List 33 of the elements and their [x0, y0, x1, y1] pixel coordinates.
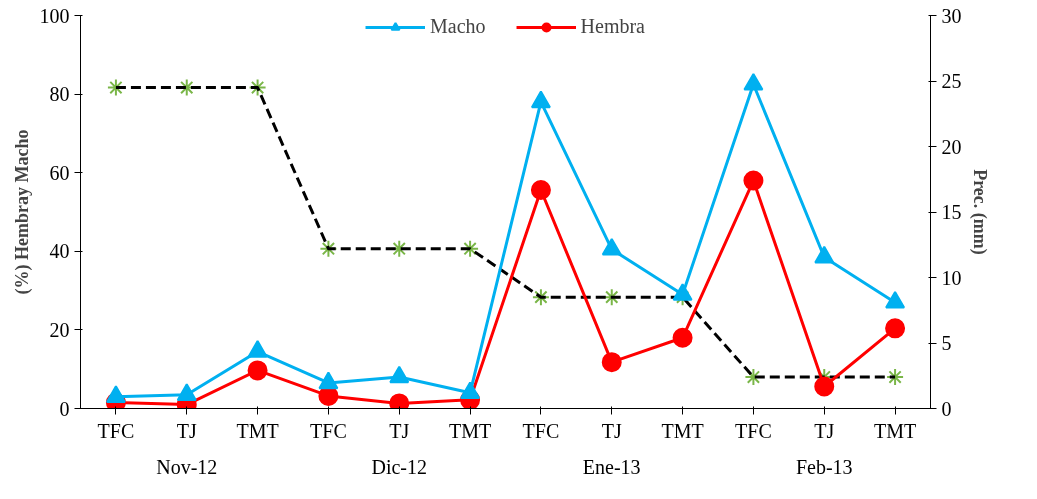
y-axis-title: (%) Hembray Macho	[11, 129, 33, 295]
y-tick-label: 80	[49, 83, 70, 106]
y2-tick-label: 25	[941, 70, 962, 92]
x-tick-label: TJ	[176, 419, 197, 442]
x-tick-label: TJ	[389, 419, 410, 442]
y2-tick-label: 30	[941, 4, 962, 27]
text: Dic-12	[371, 455, 428, 478]
x-tick-label: TMT	[873, 419, 917, 442]
y2-tick-label: 15	[941, 201, 962, 223]
y2-tick-label: 0	[941, 397, 952, 420]
x-tick-label: TMT	[661, 419, 704, 442]
y-tick-label: 40	[49, 240, 70, 263]
legend-label: Macho	[430, 15, 486, 38]
x-tick-label: TFC	[735, 419, 772, 442]
y-tick-label: 20	[49, 318, 70, 341]
y2-tick-label: 10	[941, 266, 962, 289]
y-tick-label: 60	[49, 161, 70, 184]
x-tick-label: TMT	[236, 419, 279, 442]
x-tick-label: TFC	[310, 419, 347, 442]
y-tick-label: 0	[59, 397, 70, 420]
legend-label: Hembra	[580, 15, 645, 38]
x-tick-label: TJ	[601, 419, 622, 442]
y2-tick-label: 20	[941, 135, 962, 158]
y-tick-label: 100	[39, 4, 70, 27]
x-tick-label: TJ	[814, 419, 835, 442]
x-tick-label: TFC	[522, 419, 560, 442]
text: Ene-13	[582, 455, 641, 478]
x-tick-label: TMT	[448, 419, 492, 442]
x-tick-label: TFC	[97, 419, 135, 442]
text: Nov-12	[156, 455, 218, 478]
y2-tick-label: 5	[941, 332, 952, 354]
text: Feb-13	[795, 455, 853, 478]
y2-axis-title: Prec. (mm)	[968, 169, 990, 255]
